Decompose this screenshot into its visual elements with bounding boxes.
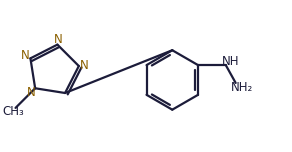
Text: N: N: [21, 49, 30, 62]
Text: N: N: [27, 86, 36, 99]
Text: N: N: [54, 33, 63, 46]
Text: NH₂: NH₂: [230, 81, 253, 94]
Text: N: N: [80, 59, 88, 72]
Text: CH₃: CH₃: [3, 105, 25, 118]
Text: NH: NH: [222, 55, 239, 68]
